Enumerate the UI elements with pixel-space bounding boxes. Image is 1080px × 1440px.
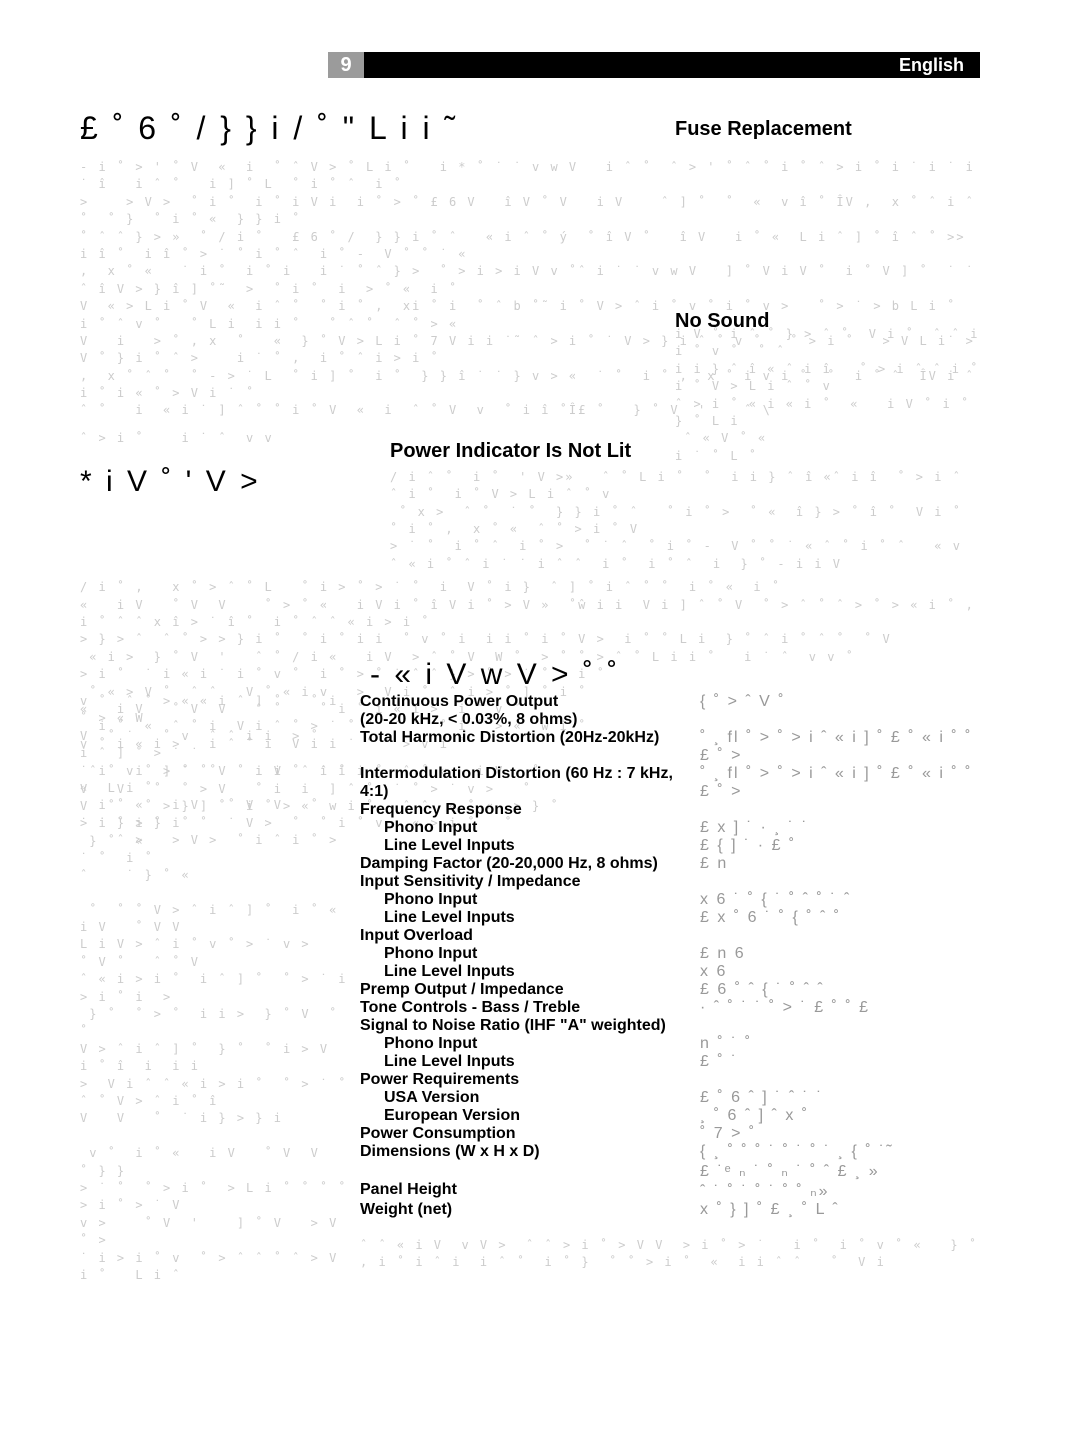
spec-value: £ x ˚ 6 ˙ ˚ { ˚ ˆ ˚: [700, 909, 980, 927]
spec-table: Continuous Power Output{ ˚ > ˆ V ˚(20-20…: [360, 693, 980, 1272]
spec-row: Phono Inputn ˚ ˙ ˚: [360, 1035, 980, 1053]
spec-value: n ˚ ˙ ˚: [700, 1035, 980, 1053]
spec-value: { ˚ > ˆ V ˚: [700, 693, 980, 711]
spec-label: Panel Height: [360, 1181, 700, 1201]
spec-value: [700, 1017, 980, 1035]
spec-row: Phono Input£ x ] ˙ · ¸ ˙ ˙: [360, 819, 980, 837]
spec-label: Line Level Inputs: [360, 1053, 700, 1071]
spec-row: Intermodulation Distortion (60 Hz : 7 kH…: [360, 765, 980, 801]
spec-label: Phono Input: [360, 819, 700, 837]
fuse-replacement-title: Fuse Replacement: [675, 118, 852, 141]
spec-row: Weight (net)x ˚ } ] ˚ £ ¸ ˚ L ˆ: [360, 1201, 980, 1219]
spec-value: ˆ ˙ ˚ ˙ ˚ ˙ ˚ ˚ ₙ»: [700, 1181, 980, 1201]
spec-label: Continuous Power Output: [360, 693, 700, 711]
spec-label: Dimensions (W x H x D): [360, 1143, 700, 1161]
spec-label: Damping Factor (20-20,000 Hz, 8 ohms): [360, 855, 700, 873]
spec-row: £ ˙ᵉ ₙ ˙ ˚ ₙ ˙ ˚ ˆ £ ¸ »: [360, 1161, 980, 1181]
spec-note: ˆ ˆ « i V v V > ˆ ˆ > i ˚ > V V > i ˚ > …: [360, 1237, 980, 1272]
spec-row: Line Level Inputsx 6: [360, 963, 980, 981]
spec-value: £ n 6: [700, 945, 980, 963]
spec-label: Signal to Noise Ratio (IHF "A" weighted): [360, 1017, 700, 1035]
spec-row: Total Harmonic Distortion (20Hz-20kHz)˚ …: [360, 729, 980, 765]
spec-row: Phono Input£ n 6: [360, 945, 980, 963]
power-block: / i ˆ ˚ i ˚ ' V >» ˆ ˚ L i ˚ ˚ i i } ˆ î…: [390, 469, 980, 573]
spec-label: European Version: [360, 1107, 700, 1125]
spec-value: £ ˙ᵉ ₙ ˙ ˚ ₙ ˙ ˚ ˆ £ ¸ »: [700, 1161, 980, 1181]
spec-value: ˚ ¸ fl ˚ > ˚ > i ˆ « i ] ˚ £ ˚ « i ˚ ˚ £…: [700, 765, 980, 801]
spec-label: Line Level Inputs: [360, 963, 700, 981]
spec-row: Phono Input x 6 ˙ ˚ { ˙ ˚ ˆ ˚ ˙ ˆ: [360, 891, 980, 909]
spec-value: · ˆ ˚ ˙ ˙ ˚ > ˙ £ ˚ ˚ £: [700, 999, 980, 1017]
spec-label: Frequency Response: [360, 801, 700, 819]
spec-label: Phono Input: [360, 891, 700, 909]
spec-row: Premp Output / Impedance£ 6 ˚ ˆ { ˙ ˚ ˆ …: [360, 981, 980, 999]
spec-value: [700, 927, 980, 945]
spec-label: Intermodulation Distortion (60 Hz : 7 kH…: [360, 765, 700, 801]
language-bar: English: [364, 52, 980, 78]
spec-value: { ¸ ˚ ˚ ˚ ˙ ˚ ˙ ˚ ˙ ¸ { ˚ ˙˜: [700, 1143, 980, 1161]
spec-value: £ n: [700, 855, 980, 873]
spec-row: Panel Heightˆ ˙ ˚ ˙ ˚ ˙ ˚ ˚ ₙ»: [360, 1181, 980, 1201]
spec-row: Continuous Power Output{ ˚ > ˆ V ˚: [360, 693, 980, 711]
spec-label: Phono Input: [360, 945, 700, 963]
spec-row: Signal to Noise Ratio (IHF "A" weighted): [360, 1017, 980, 1035]
spec-row: USA Version£ ˚ 6 ˆ ] ˙ ˆ ˙ ˙: [360, 1089, 980, 1107]
spec-label: Power Requirements: [360, 1071, 700, 1089]
spec-value: ˚ ¸ fl ˚ > ˚ > i ˆ « i ] ˚ £ ˚ « i ˚ ˚ £…: [700, 729, 980, 765]
page-number: 9: [328, 52, 364, 78]
spec-value: x 6: [700, 963, 980, 981]
spec-row: Damping Factor (20-20,000 Hz, 8 ohms)£ n: [360, 855, 980, 873]
section2-left-title: * i V ˚ ' V >: [80, 465, 370, 499]
spec-label: Phono Input: [360, 1035, 700, 1053]
spec-label: Power Consumption: [360, 1125, 700, 1143]
left-column-body: v ˚ ˆ ˚ > « « i ˆ ] ˚ ˚ i ˚ > « W V ˚ ˙ …: [80, 693, 350, 1284]
spec-label: (20-20 kHz, < 0.03%, 8 ohms): [360, 711, 700, 729]
spec-value: [700, 873, 980, 891]
spec-value: ˚ 7 > ˚: [700, 1125, 980, 1143]
spec-value: £ x ] ˙ · ¸ ˙ ˙: [700, 819, 980, 837]
spec-value: £ 6 ˚ ˆ { ˙ ˚ ˆ ˆ: [700, 981, 980, 999]
spec-row: Power Consumption ˚ 7 > ˚: [360, 1125, 980, 1143]
spec-label: Tone Controls - Bass / Treble: [360, 999, 700, 1017]
spec-value: [700, 711, 980, 729]
spec-label: Line Level Inputs: [360, 837, 700, 855]
spec-value: [700, 801, 980, 819]
spec-value: £ ˚ ˙: [700, 1053, 980, 1071]
spec-row: Input Sensitivity / Impedance: [360, 873, 980, 891]
spec-label: USA Version: [360, 1089, 700, 1107]
spec-row: Tone Controls - Bass / Treble· ˆ ˚ ˙ ˙ ˚…: [360, 999, 980, 1017]
spec-value: x ˚ } ] ˚ £ ¸ ˚ L ˆ: [700, 1201, 980, 1219]
spec-row: Line Level Inputs£ x ˚ 6 ˙ ˚ { ˚ ˆ ˚: [360, 909, 980, 927]
spec-value: [700, 1071, 980, 1089]
spec-label: Input Sensitivity / Impedance: [360, 873, 700, 891]
spec-label: Weight (net): [360, 1201, 700, 1219]
no-sound-block: i V ˚ i ˆ ˚ } > ˆ ˚ V i ˚ ˆ ˆ i i ˚ v ˚ …: [675, 326, 995, 465]
spec-row: Frequency Response: [360, 801, 980, 819]
specifications-title: - « i V w V > ˚ ˚: [370, 658, 620, 692]
spec-label: Total Harmonic Distortion (20Hz-20kHz): [360, 729, 700, 765]
spec-label: Line Level Inputs: [360, 909, 700, 927]
spec-label: Premp Output / Impedance: [360, 981, 700, 999]
spec-row: Line Level Inputs£ { ] ˙ · £ ˚: [360, 837, 980, 855]
spec-label: [360, 1161, 700, 1181]
spec-row: European Version¸ ˚ 6 ˆ ] ˆ x ˚: [360, 1107, 980, 1125]
spec-value: £ ˚ 6 ˆ ] ˙ ˆ ˙ ˙: [700, 1089, 980, 1107]
spec-row: Input Overload: [360, 927, 980, 945]
spec-value: x 6 ˙ ˚ { ˙ ˚ ˆ ˚ ˙ ˆ: [700, 891, 980, 909]
spec-row: Line Level Inputs£ ˚ ˙: [360, 1053, 980, 1071]
spec-value: £ { ] ˙ · £ ˚: [700, 837, 980, 855]
page-header: 9 English: [328, 52, 980, 78]
spec-value: ¸ ˚ 6 ˆ ] ˆ x ˚: [700, 1107, 980, 1125]
trouble-tail: ˆ > i ˚ i ˙ ˆ v v: [80, 430, 370, 447]
spec-row: (20-20 kHz, < 0.03%, 8 ohms): [360, 711, 980, 729]
spec-row: Dimensions (W x H x D){ ¸ ˚ ˚ ˚ ˙ ˚ ˙ ˚ …: [360, 1143, 980, 1161]
spec-row: Power Requirements: [360, 1071, 980, 1089]
spec-label: Input Overload: [360, 927, 700, 945]
